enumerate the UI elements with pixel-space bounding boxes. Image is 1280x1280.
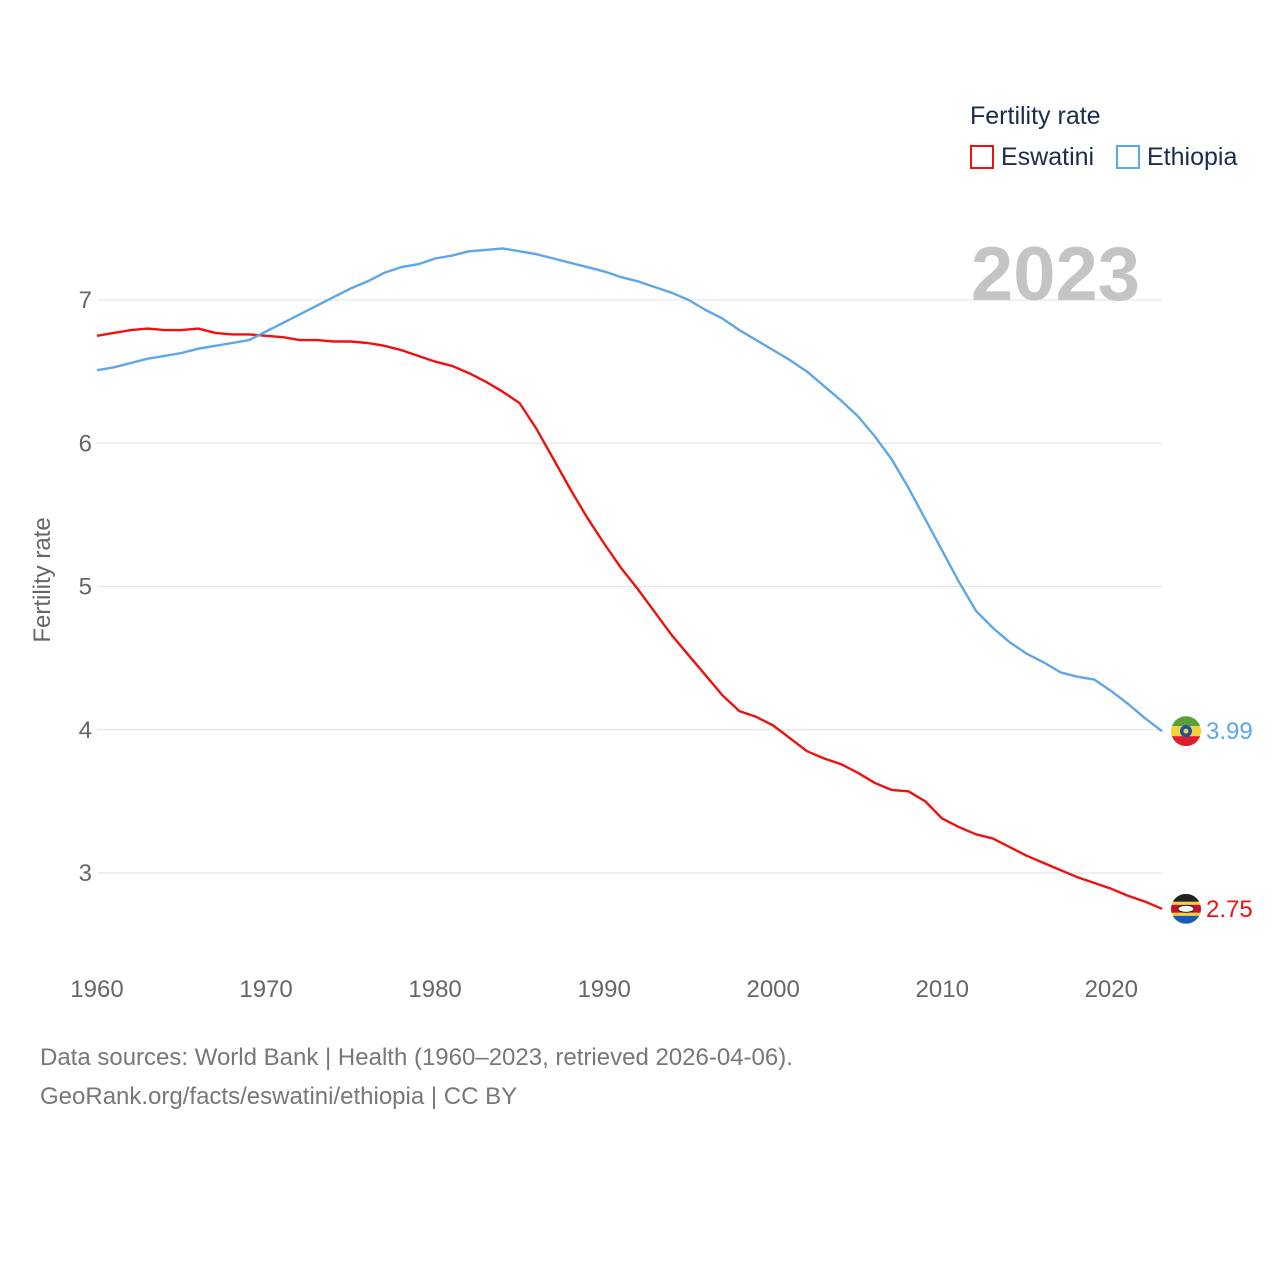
legend: Fertility rate Eswatini Ethiopia — [970, 102, 1237, 171]
end-value-label-ethiopia: 3.99 — [1206, 718, 1253, 745]
legend-label-ethiopia[interactable]: Ethiopia — [1147, 143, 1237, 171]
end-markers: 2.75 3.99 — [1171, 716, 1253, 924]
y-tick-label-4: 4 — [79, 717, 92, 744]
grid-lines — [97, 299, 1162, 874]
flag-stripe-red — [1171, 736, 1201, 747]
x-tick-label-2010: 2010 — [916, 976, 969, 1003]
flag-stripe-green — [1171, 716, 1201, 727]
series-lines — [96, 247, 1163, 910]
flag-stripe-yellow-top — [1171, 901, 1201, 905]
x-tick-label-2020: 2020 — [1085, 976, 1138, 1003]
legend-title: Fertility rate — [970, 102, 1101, 130]
series-line-eswatini — [96, 327, 1163, 910]
current-year-label: 2023 — [971, 232, 1140, 317]
y-tick-label-7: 7 — [79, 287, 92, 314]
ethiopia-flag-icon — [1171, 716, 1201, 747]
legend-swatch-eswatini[interactable] — [970, 145, 994, 169]
x-tick-label-1970: 1970 — [239, 976, 292, 1003]
footer-sources: Data sources: World Bank | Health (1960–… — [40, 1044, 793, 1071]
eswatini-flag-icon — [1171, 893, 1201, 924]
end-value-label-eswatini: 2.75 — [1206, 896, 1253, 923]
y-tick-label-3: 3 — [79, 860, 92, 887]
x-tick-label-1990: 1990 — [577, 976, 630, 1003]
flag-stripe-top — [1171, 893, 1201, 902]
flag-body — [1171, 716, 1201, 747]
flag-body — [1171, 893, 1201, 924]
y-tick-label-5: 5 — [79, 574, 92, 601]
x-tick-label-2000: 2000 — [746, 976, 799, 1003]
x-tick-label-1960: 1960 — [70, 976, 123, 1003]
x-axis: 1960 1970 1980 1990 2000 2010 2020 — [70, 976, 1138, 1003]
legend-label-eswatini[interactable]: Eswatini — [1001, 143, 1094, 171]
x-tick-label-1980: 1980 — [408, 976, 461, 1003]
y-tick-label-6: 6 — [79, 430, 92, 457]
y-axis-title: Fertility rate — [29, 517, 56, 642]
fertility-rate-chart: 3 4 5 6 7 1960 1970 1980 1990 2000 2010 2020 Ferti… — [29, 102, 1253, 1003]
flag-stripe-blue — [1171, 915, 1201, 924]
series-line-ethiopia — [96, 247, 1163, 733]
flag-shield — [1177, 904, 1195, 913]
legend-swatch-ethiopia[interactable] — [1116, 145, 1140, 169]
flag-star — [1183, 728, 1189, 734]
flag-stripe-yellow-bottom — [1171, 912, 1201, 916]
y-axis: 3 4 5 6 7 — [79, 287, 92, 887]
footer-attribution: GeoRank.org/facts/eswatini/ethiopia | CC… — [40, 1083, 518, 1110]
